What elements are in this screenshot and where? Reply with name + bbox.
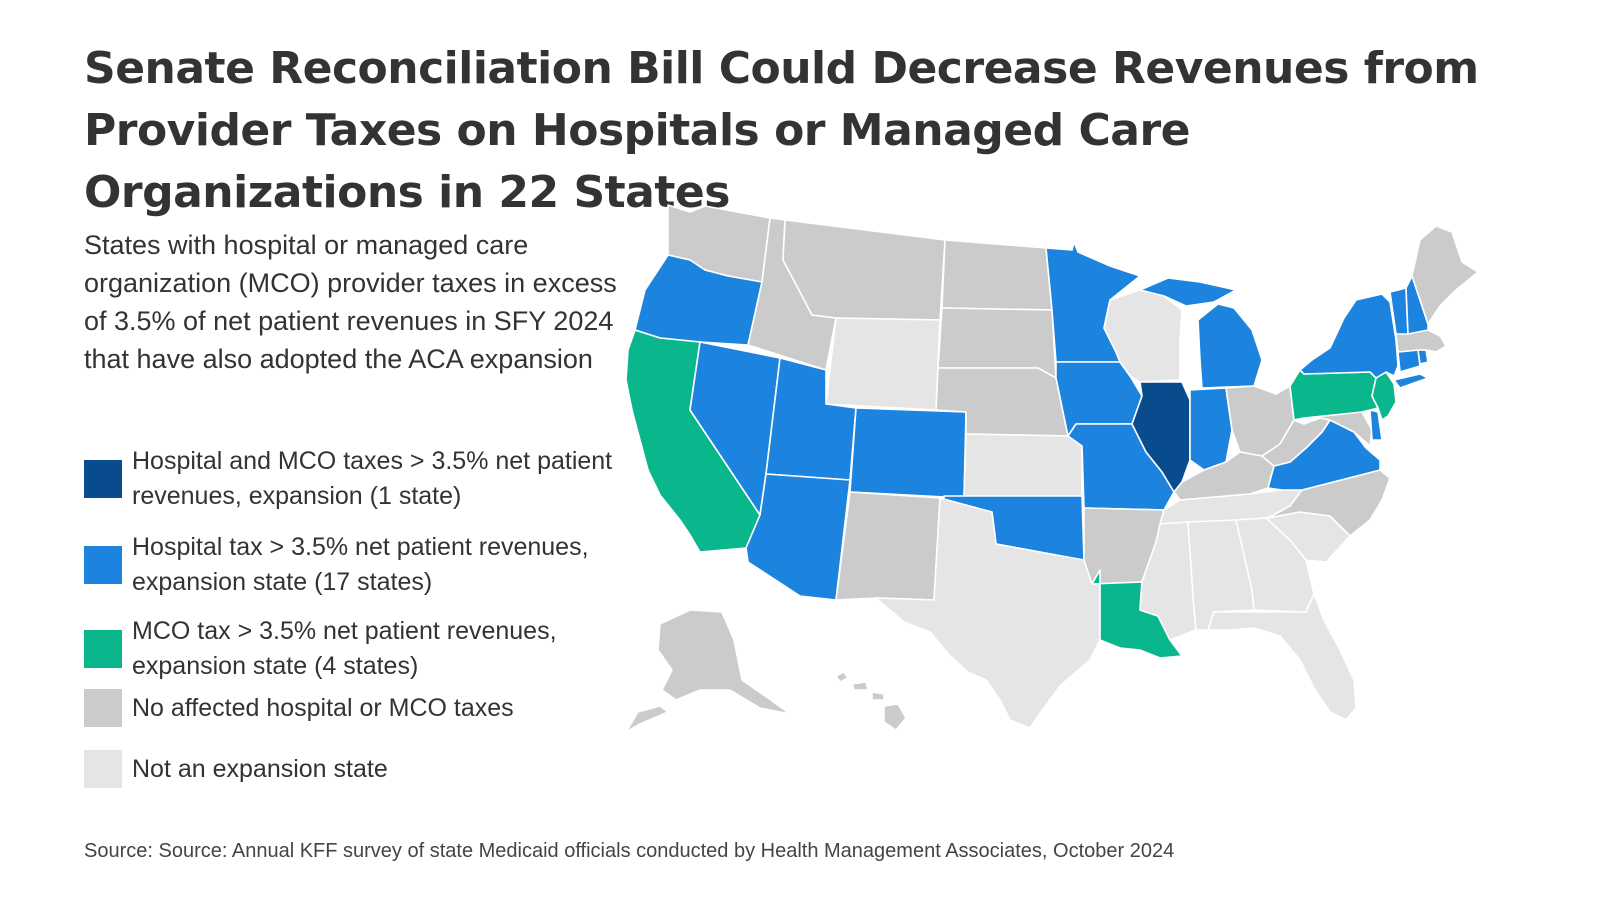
legend-swatch-hospital	[84, 546, 122, 584]
legend-label-mco: MCO tax > 3.5% net patient revenues, exp…	[132, 617, 557, 680]
state-de[interactable]	[1369, 409, 1383, 441]
chart-title: Senate Reconciliation Bill Could Decreas…	[84, 43, 1479, 218]
state-ma[interactable]	[1395, 329, 1447, 353]
legend-swatch-both	[84, 460, 122, 498]
state-ri[interactable]	[1417, 349, 1429, 365]
legend-label-both: Hospital and MCO taxes > 3.5% net patien…	[132, 447, 613, 510]
state-ms[interactable]	[1139, 521, 1197, 641]
chart-subtitle: States with hospital or managed care org…	[84, 230, 617, 374]
legend-item-nonexp: Not an expansion state	[84, 750, 644, 788]
state-nm[interactable]	[835, 491, 941, 601]
legend-swatch-nonexp	[84, 750, 122, 788]
state-md[interactable]	[1303, 411, 1373, 447]
legend-item-both: Hospital and MCO taxes > 3.5% net patien…	[84, 444, 644, 514]
legend-item-hospital: Hospital tax > 3.5% net patient revenues…	[84, 530, 644, 600]
state-az[interactable]	[745, 473, 851, 601]
state-nh[interactable]	[1405, 275, 1429, 335]
state-pa[interactable]	[1289, 369, 1379, 421]
legend-label-none: No affected hospital or MCO taxes	[132, 693, 514, 722]
state-nc[interactable]	[1267, 469, 1391, 537]
legend-swatch-none	[84, 689, 122, 727]
us-state-map	[625, 204, 1479, 733]
state-wy[interactable]	[825, 317, 941, 411]
state-hi[interactable]	[835, 671, 907, 731]
state-co[interactable]	[849, 407, 967, 499]
legend-item-none: No affected hospital or MCO taxes	[84, 689, 644, 727]
legend-label-hospital: Hospital tax > 3.5% net patient revenues…	[132, 533, 589, 596]
source-note: Source: Source: Annual KFF survey of sta…	[84, 840, 1175, 862]
state-nd[interactable]	[941, 239, 1053, 311]
legend-item-mco: MCO tax > 3.5% net patient revenues, exp…	[84, 614, 644, 684]
state-ks[interactable]	[963, 433, 1083, 499]
state-nj[interactable]	[1371, 371, 1397, 421]
state-fl[interactable]	[1207, 593, 1357, 721]
state-ct[interactable]	[1397, 349, 1421, 373]
state-mt[interactable]	[782, 219, 946, 321]
legend-swatch-mco	[84, 630, 122, 668]
state-me[interactable]	[1411, 225, 1479, 325]
state-mi[interactable]	[1139, 277, 1263, 389]
state-ak[interactable]	[625, 609, 791, 733]
state-tx[interactable]	[875, 497, 1101, 729]
state-in[interactable]	[1189, 387, 1233, 471]
legend-label-nonexp: Not an expansion state	[132, 754, 388, 783]
